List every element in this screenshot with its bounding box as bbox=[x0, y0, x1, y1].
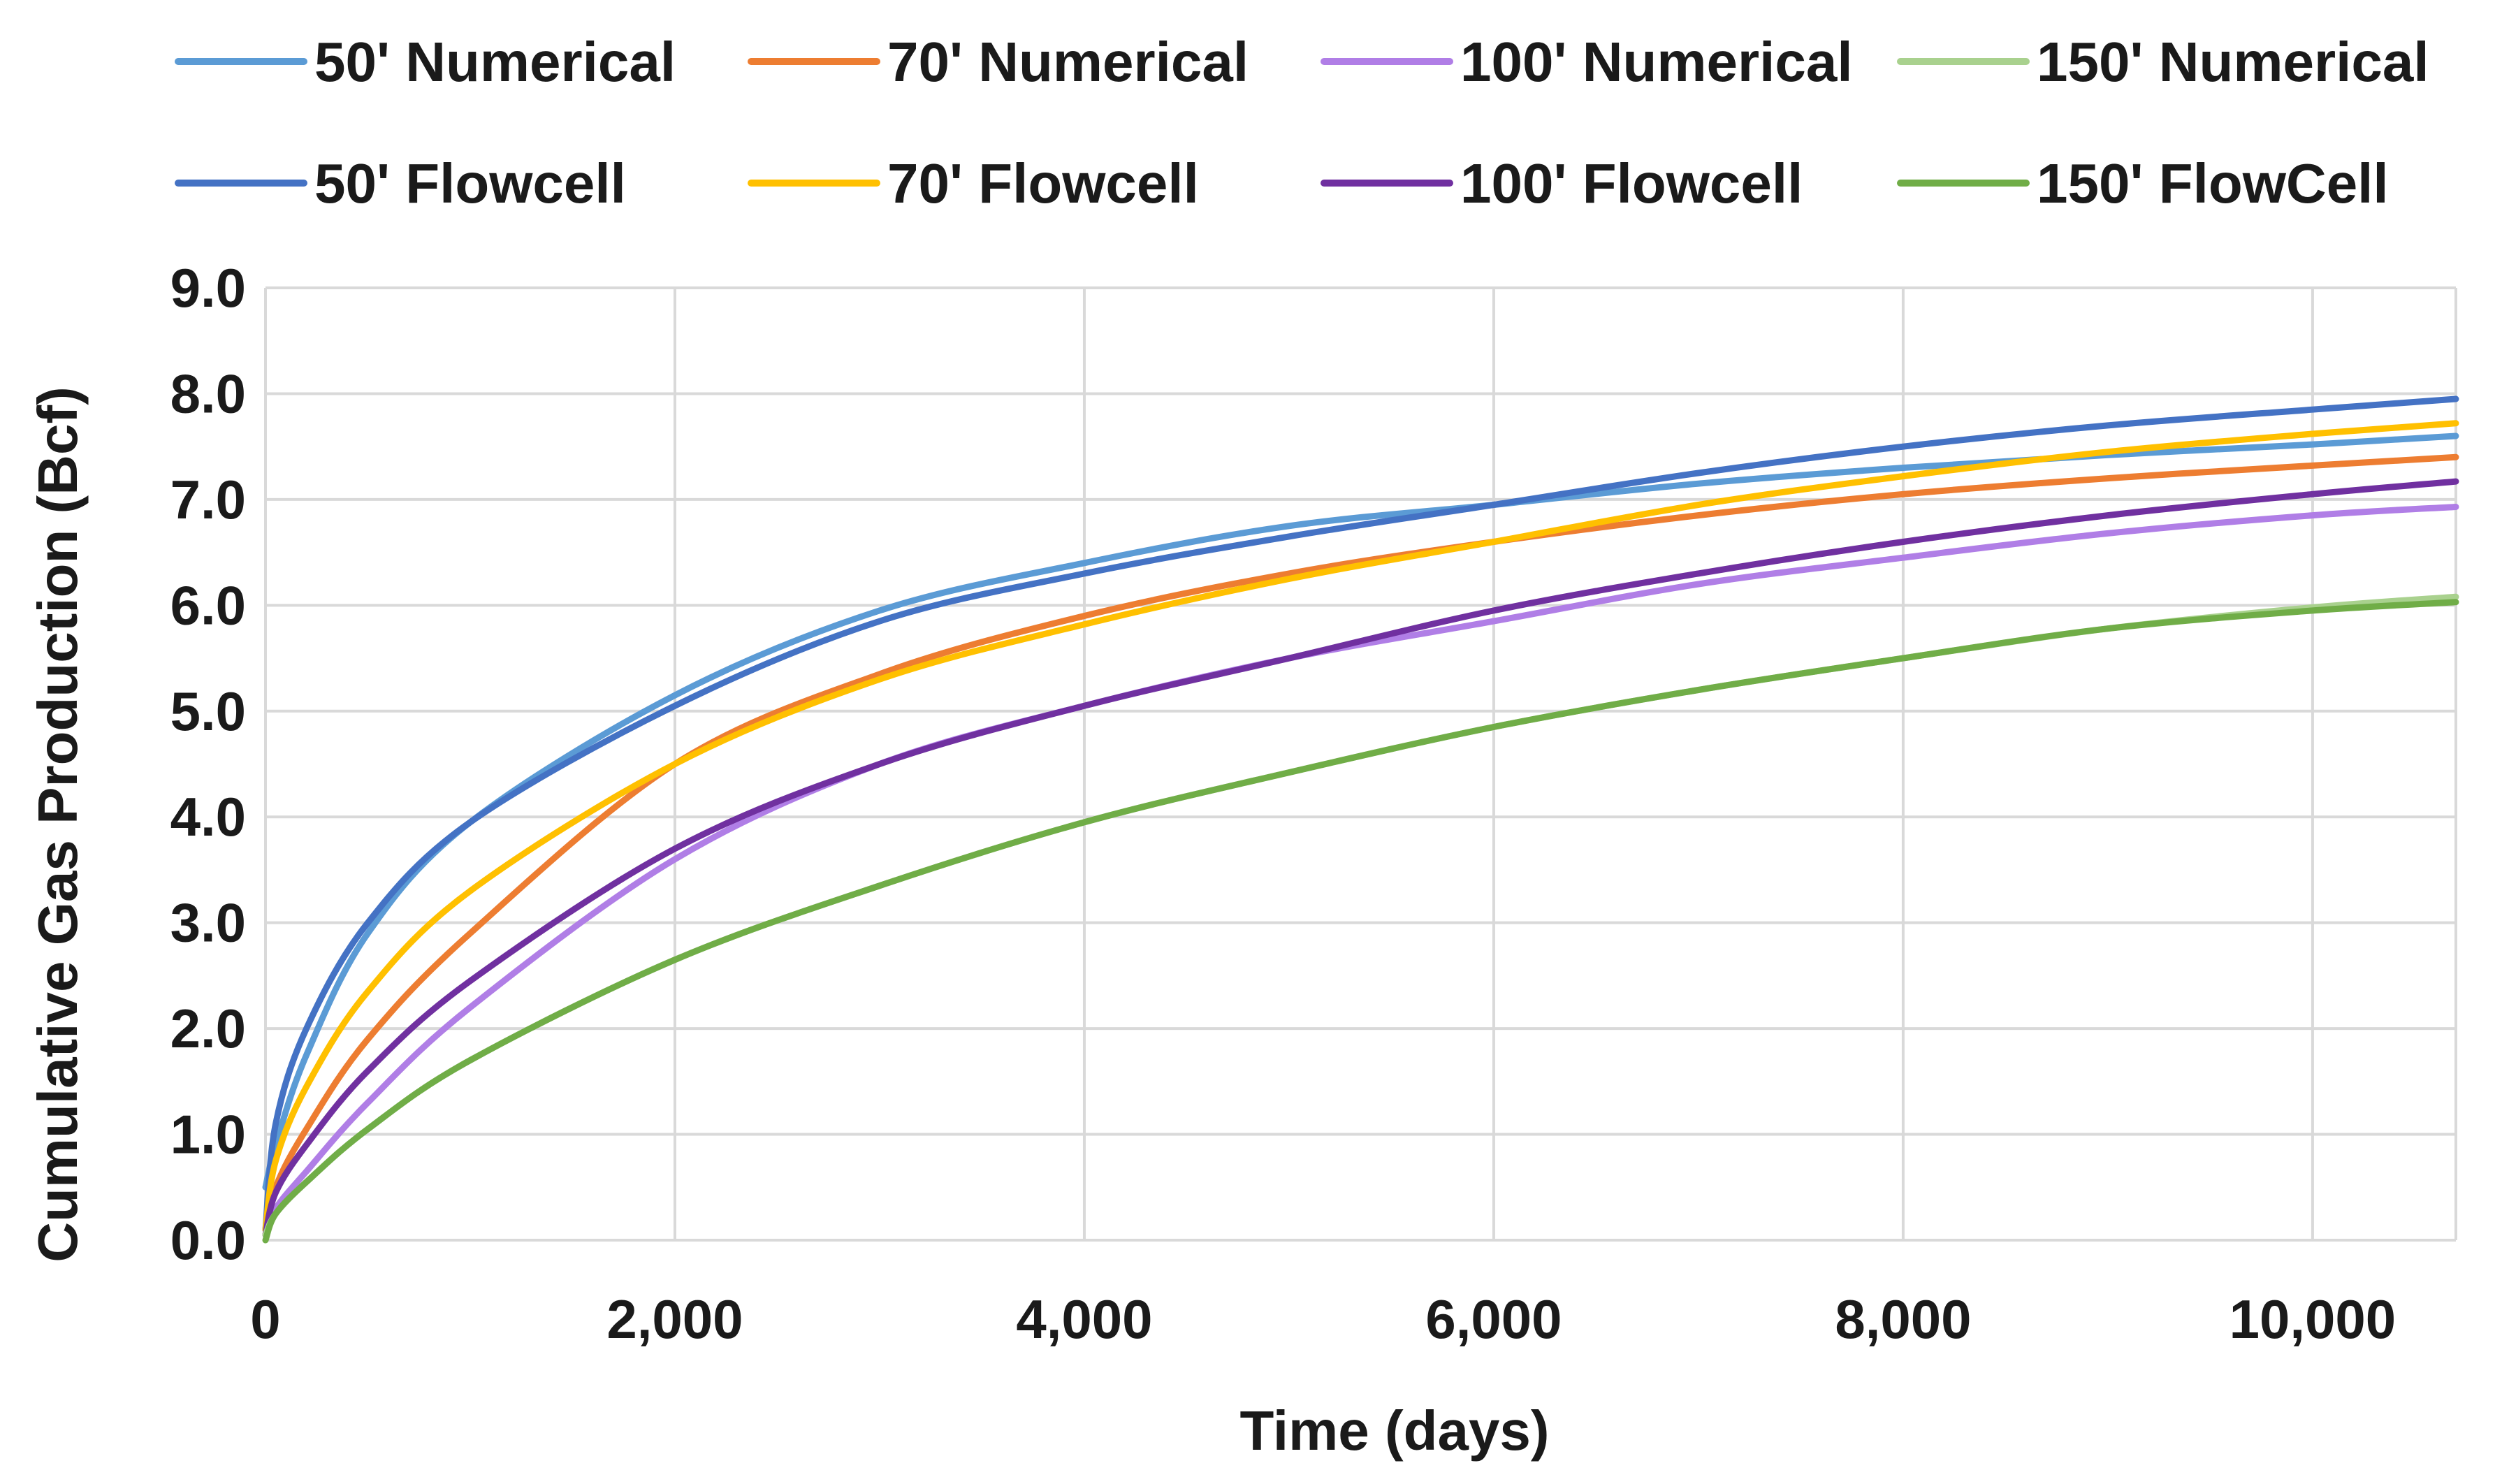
legend-label-150-numerical: 150' Numerical bbox=[2037, 31, 2429, 93]
legend-label-100-flowcell: 100' Flowcell bbox=[1460, 152, 1803, 214]
legend-label-70-flowcell: 70' Flowcell bbox=[887, 152, 1199, 214]
y-tick-label: 6.0 bbox=[170, 574, 246, 636]
series-line-100-flowcell bbox=[262, 478, 2459, 1238]
y-axis-title: Cumulative Gas Production (Bcf) bbox=[27, 386, 89, 1262]
y-tick-label: 7.0 bbox=[170, 469, 246, 530]
y-tick-label: 1.0 bbox=[170, 1104, 246, 1165]
axes: 0.0 1.0 2.0 3.0 4.0 5.0 6.0 7.0 8.0 9.0 0 2,000 4,00… bbox=[170, 257, 2396, 1350]
y-tick-label: 9.0 bbox=[170, 257, 246, 319]
series-line-100-numerical bbox=[262, 504, 2459, 1238]
series-line-150-flowcell bbox=[262, 599, 2459, 1244]
gridlines bbox=[264, 286, 2457, 1242]
y-tick-label: 4.0 bbox=[170, 786, 246, 848]
x-tick-label: 10,000 bbox=[2230, 1288, 2396, 1350]
y-tick-label: 0.0 bbox=[170, 1209, 246, 1271]
series-lines bbox=[262, 395, 2459, 1244]
legend: 50' Numerical 70' Numerical 100' Numerical… bbox=[175, 31, 2429, 214]
x-tick-label: 2,000 bbox=[606, 1288, 743, 1350]
series-line-50-flowcell bbox=[262, 395, 2459, 1233]
legend-label-50-flowcell: 50' Flowcell bbox=[314, 152, 626, 214]
legend-label-100-numerical: 100' Numerical bbox=[1460, 31, 1853, 93]
series-line-70-flowcell bbox=[262, 420, 2459, 1233]
x-tick-label: 0 bbox=[250, 1288, 280, 1350]
x-tick-label: 8,000 bbox=[1835, 1288, 1971, 1350]
x-axis-title: Time (days) bbox=[1239, 1399, 1549, 1462]
legend-label-70-numerical: 70' Numerical bbox=[887, 31, 1249, 93]
y-tick-label: 3.0 bbox=[170, 892, 246, 954]
y-tick-label: 5.0 bbox=[170, 681, 246, 742]
y-tick-label: 8.0 bbox=[170, 363, 246, 424]
x-tick-label: 4,000 bbox=[1016, 1288, 1152, 1350]
x-tick-label: 6,000 bbox=[1425, 1288, 1562, 1350]
legend-label-50-numerical: 50' Numerical bbox=[314, 31, 676, 93]
legend-label-150-flowcell: 150' FlowCell bbox=[2037, 152, 2389, 214]
series-line-70-numerical bbox=[262, 453, 2459, 1238]
y-tick-label: 2.0 bbox=[170, 998, 246, 1059]
